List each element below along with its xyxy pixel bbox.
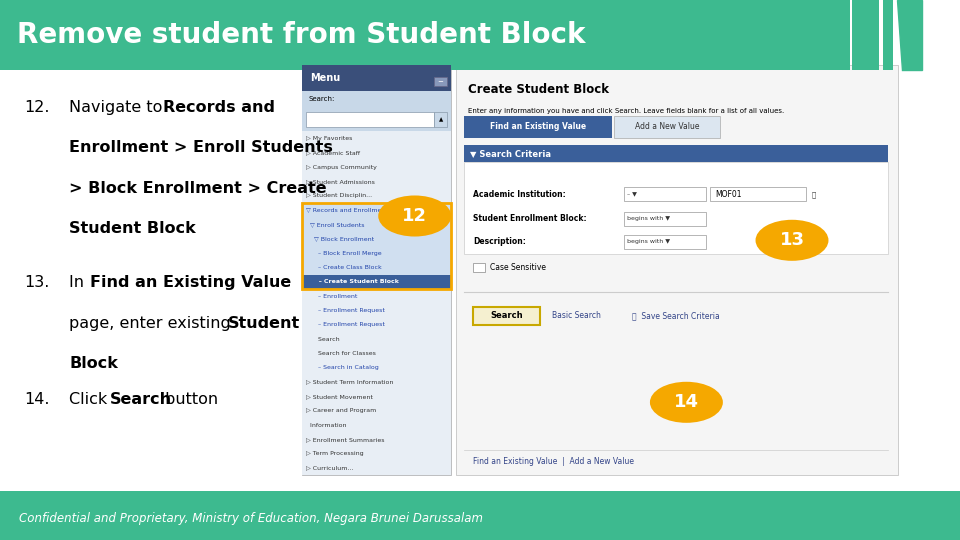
Text: ▷ Career and Program: ▷ Career and Program [306,408,376,413]
Text: Confidential and Proprietary, Ministry of Education, Negara Brunei Darussalam: Confidential and Proprietary, Ministry o… [19,511,483,525]
Text: In: In [69,275,89,291]
FancyBboxPatch shape [473,263,485,272]
Text: – ▼: – ▼ [627,192,636,197]
Text: Find an Existing Value: Find an Existing Value [90,275,292,291]
Text: 12: 12 [402,207,427,225]
Text: ▽ Enroll Students: ▽ Enroll Students [306,222,365,227]
Text: – Enrollment: – Enrollment [306,294,358,299]
Text: Information: Information [306,422,347,428]
Text: begins with ▼: begins with ▼ [627,216,670,221]
Text: – Create Class Block: – Create Class Block [306,265,382,270]
Text: 🔍: 🔍 [811,191,815,198]
Text: Enter any information you have and click Search. Leave fields blank for a list o: Enter any information you have and click… [468,107,783,114]
Text: ▷ Student Movement: ▷ Student Movement [306,394,373,399]
Text: ▷ My Favorites: ▷ My Favorites [306,136,352,141]
FancyBboxPatch shape [624,235,706,249]
Text: Search: Search [306,336,340,341]
Text: ▲: ▲ [439,117,443,122]
Text: button: button [160,392,219,407]
FancyBboxPatch shape [464,162,888,254]
Text: Records and: Records and [163,100,276,115]
Text: Student: Student [228,316,300,331]
FancyBboxPatch shape [302,203,451,217]
Text: Search: Search [109,392,172,407]
Text: MOF01: MOF01 [715,190,742,199]
Text: Search for Classes: Search for Classes [306,351,376,356]
FancyBboxPatch shape [434,77,447,86]
Text: – Create Student Block: – Create Student Block [306,279,399,284]
FancyBboxPatch shape [0,0,850,70]
Text: ▷ Term Processing: ▷ Term Processing [306,451,364,456]
FancyBboxPatch shape [302,246,451,260]
Text: page, enter existing: page, enter existing [69,316,236,331]
Text: ▷ Curriculum...: ▷ Curriculum... [306,465,353,470]
Text: Enrollment > Enroll Students: Enrollment > Enroll Students [69,140,333,156]
Text: begins with ▼: begins with ▼ [627,239,670,245]
Text: Student Block: Student Block [69,221,196,237]
Text: Academic Institution:: Academic Institution: [473,190,566,199]
FancyBboxPatch shape [306,112,434,127]
FancyBboxPatch shape [883,0,893,70]
FancyBboxPatch shape [302,232,451,246]
Text: −: − [438,78,444,85]
Text: Description:: Description: [473,238,526,246]
Text: – Block Enroll Merge: – Block Enroll Merge [306,251,382,255]
FancyBboxPatch shape [473,307,540,325]
FancyBboxPatch shape [302,65,451,91]
Text: ▷ Academic Staff: ▷ Academic Staff [306,150,360,155]
FancyBboxPatch shape [464,116,612,138]
Text: 🖫  Save Search Criteria: 🖫 Save Search Criteria [632,312,719,320]
Circle shape [650,382,723,423]
FancyBboxPatch shape [434,112,447,127]
FancyBboxPatch shape [624,212,706,226]
FancyBboxPatch shape [302,65,451,475]
FancyBboxPatch shape [464,145,888,162]
Text: Search: Search [491,312,523,320]
FancyBboxPatch shape [302,217,451,232]
Text: Search:: Search: [308,96,334,103]
Text: Basic Search: Basic Search [552,312,601,320]
Text: ▷ Campus Community: ▷ Campus Community [306,165,377,170]
Text: Menu: Menu [310,73,341,83]
Text: 12.: 12. [24,100,50,115]
Text: – Enrollment Request: – Enrollment Request [306,308,385,313]
FancyBboxPatch shape [302,260,451,274]
Text: > Block Enrollment > Create: > Block Enrollment > Create [69,181,326,196]
Text: Click: Click [69,392,112,407]
Text: Add a New Value: Add a New Value [635,123,700,131]
Text: – Search in Catalog: – Search in Catalog [306,365,379,370]
FancyBboxPatch shape [710,187,806,201]
FancyBboxPatch shape [302,131,451,475]
Text: ▷ Student Disciplin...: ▷ Student Disciplin... [306,193,372,198]
Text: Find an Existing Value  |  Add a New Value: Find an Existing Value | Add a New Value [473,457,635,466]
Text: Navigate to: Navigate to [69,100,168,115]
Text: ▽ Records and Enrollment: ▽ Records and Enrollment [306,207,388,213]
FancyBboxPatch shape [614,116,720,138]
Circle shape [756,220,828,261]
FancyBboxPatch shape [0,491,960,540]
FancyBboxPatch shape [302,274,451,289]
Circle shape [378,195,451,237]
FancyBboxPatch shape [624,187,706,201]
Text: Student Enrollment Block:: Student Enrollment Block: [473,214,587,223]
Text: Find an Existing Value: Find an Existing Value [490,123,587,131]
Text: ▷ Enrollment Summaries: ▷ Enrollment Summaries [306,437,385,442]
Text: ▷ Student Admissions: ▷ Student Admissions [306,179,375,184]
FancyBboxPatch shape [852,0,879,70]
FancyBboxPatch shape [302,91,451,131]
Text: ▽ Block Enrollment: ▽ Block Enrollment [306,236,374,241]
Text: 14.: 14. [24,392,50,407]
Text: ▼ Search Criteria: ▼ Search Criteria [470,149,551,158]
Text: 13: 13 [780,231,804,249]
Text: ▷ Student Term Information: ▷ Student Term Information [306,380,394,384]
Text: Remove student from Student Block: Remove student from Student Block [17,21,586,49]
Text: – Enrollment Request: – Enrollment Request [306,322,385,327]
Text: 13.: 13. [24,275,49,291]
Text: Block: Block [69,356,118,372]
Text: 14: 14 [674,393,699,411]
Text: Case Sensitive: Case Sensitive [490,263,545,272]
Polygon shape [897,0,922,70]
Text: Create Student Block: Create Student Block [468,83,609,96]
FancyBboxPatch shape [456,65,898,475]
